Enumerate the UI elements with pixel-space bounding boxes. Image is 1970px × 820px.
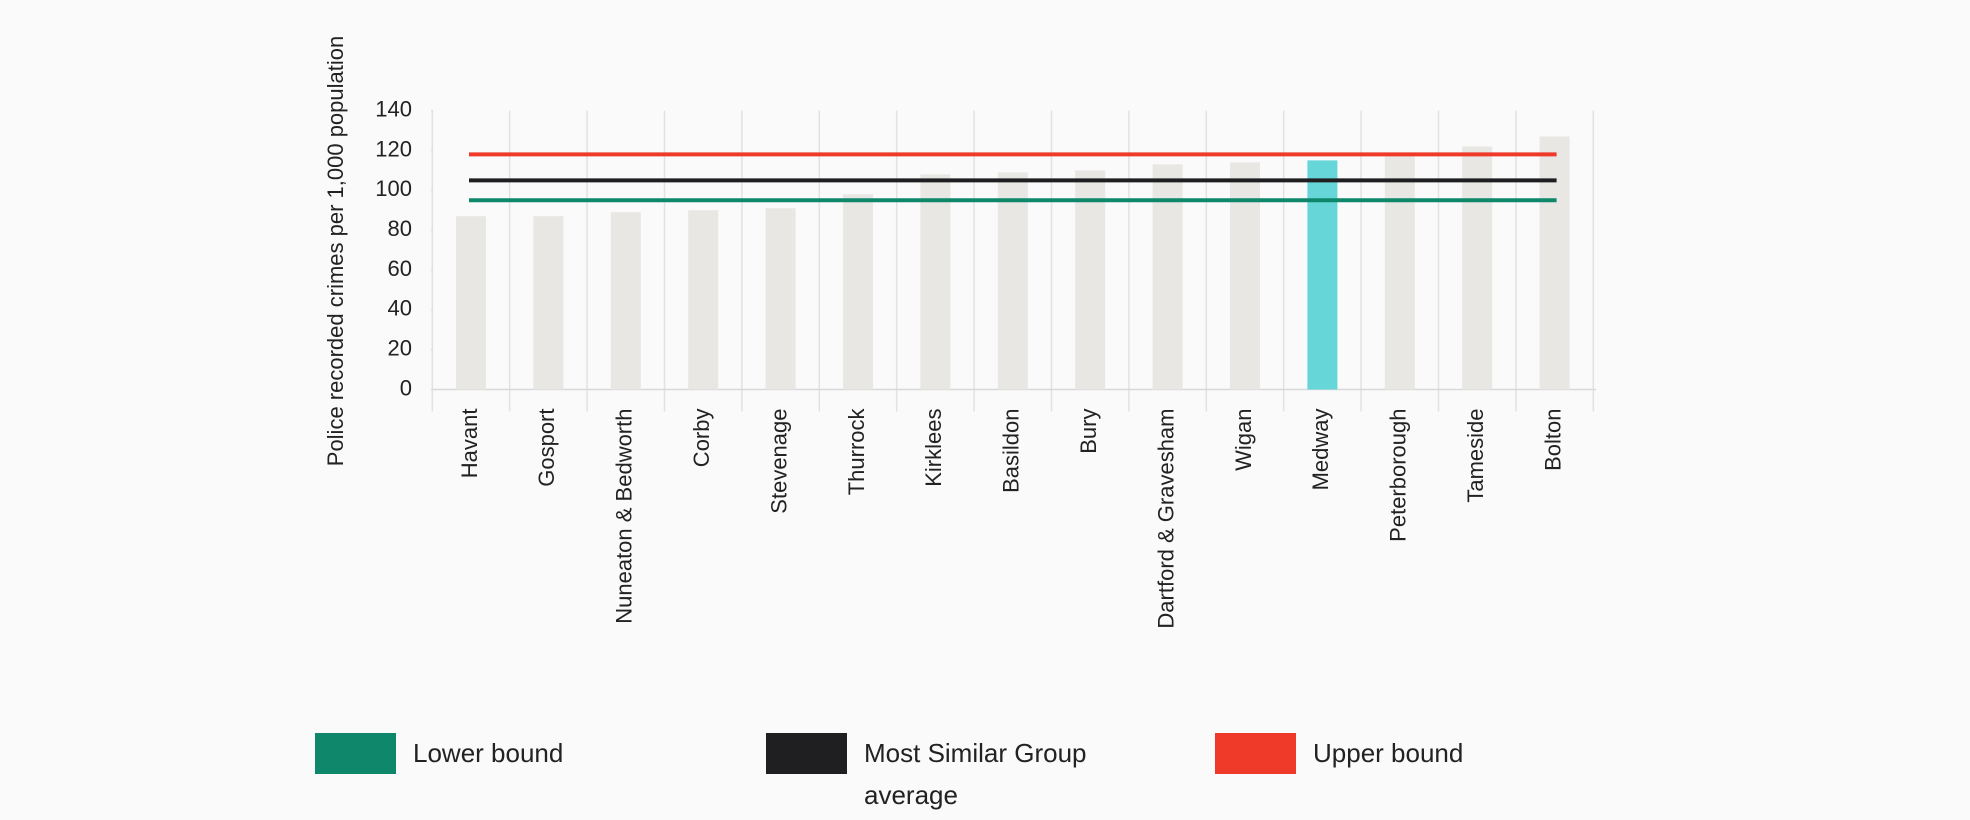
x-tick-label: Corby bbox=[689, 409, 714, 468]
bar bbox=[1539, 136, 1570, 390]
x-tick-label: Gosport bbox=[534, 409, 559, 487]
bar bbox=[765, 208, 796, 390]
y-tick-label: 40 bbox=[388, 296, 412, 321]
legend-swatch bbox=[766, 733, 847, 774]
legend-label: Upper bound bbox=[1313, 738, 1464, 768]
y-tick-label: 120 bbox=[375, 136, 412, 161]
bar bbox=[1384, 156, 1415, 390]
y-tick-label: 140 bbox=[375, 96, 412, 121]
y-tick-label: 20 bbox=[388, 335, 412, 360]
x-tick-label: Wigan bbox=[1231, 409, 1256, 471]
y-tick-label: 0 bbox=[400, 375, 412, 400]
bar bbox=[688, 210, 719, 390]
bar bbox=[997, 172, 1028, 390]
x-tick-label: Kirklees bbox=[921, 409, 946, 487]
legend-swatch bbox=[1215, 733, 1296, 774]
x-tick-label: Tameside bbox=[1463, 409, 1488, 503]
bar bbox=[1075, 170, 1106, 390]
bar bbox=[843, 194, 873, 390]
x-tick-label: Bolton bbox=[1540, 409, 1565, 471]
legend-label: Lower bound bbox=[413, 738, 564, 768]
x-tick-label: Stevenage bbox=[766, 409, 791, 514]
bar bbox=[1462, 146, 1493, 390]
legend-label: Most Similar Group average bbox=[864, 738, 1087, 810]
legend-item: Lower bound bbox=[315, 733, 663, 774]
x-tick-label: Dartford & Gravesham bbox=[1153, 409, 1178, 629]
y-tick-label: 60 bbox=[388, 256, 412, 281]
y-tick-label: 80 bbox=[388, 216, 412, 241]
bar bbox=[1230, 162, 1260, 390]
bar bbox=[610, 212, 641, 390]
x-tick-label: Nuneaton & Bedworth bbox=[612, 409, 637, 624]
y-axis-title: Police recorded crimes per 1,000 populat… bbox=[323, 36, 348, 466]
bar bbox=[456, 216, 486, 390]
legend-swatch bbox=[315, 733, 396, 774]
legend-item: Most Similar Group average bbox=[766, 733, 1114, 816]
x-tick-label: Havant bbox=[457, 409, 482, 479]
x-tick-label: Peterborough bbox=[1386, 409, 1411, 542]
x-tick-label: Bury bbox=[1076, 409, 1101, 454]
x-tick-label: Thurrock bbox=[844, 408, 869, 496]
bar bbox=[920, 174, 951, 390]
y-tick-label: 100 bbox=[375, 176, 412, 201]
bar bbox=[1307, 160, 1338, 390]
x-tick-label: Basildon bbox=[999, 409, 1024, 493]
legend-item: Upper bound bbox=[1215, 733, 1563, 774]
x-tick-label: Medway bbox=[1308, 409, 1333, 491]
bar bbox=[1152, 164, 1183, 390]
bar bbox=[533, 216, 564, 390]
